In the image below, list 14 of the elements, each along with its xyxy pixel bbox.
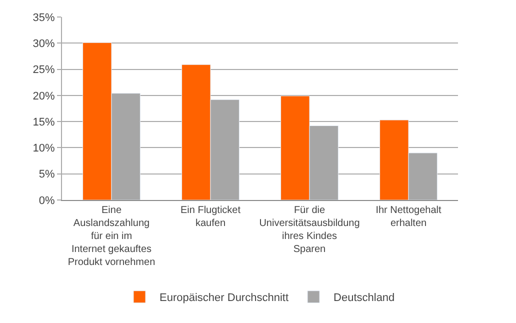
y-tick-label: 15% bbox=[32, 116, 56, 128]
y-tick-label: 20% bbox=[32, 90, 56, 102]
y-tick-label: 10% bbox=[32, 142, 56, 155]
x-tick-label: Ein Flugticket kaufen bbox=[180, 205, 241, 229]
y-tick-label: 30% bbox=[32, 38, 56, 50]
x-tick-label: Für die Universitätsausbildung ihres Kindes Sparen bbox=[259, 205, 360, 255]
y-tick-label: 35% bbox=[32, 12, 56, 24]
y-tick-label: 25% bbox=[32, 64, 56, 76]
x-tick-label: Ihr Nettogehalt erhalten bbox=[376, 205, 442, 229]
legend-label: Deutschland bbox=[334, 292, 395, 304]
x-tick-label: Eine Auslandszahlung für ein im Internet gekauftes Produkt vornehmen bbox=[68, 205, 156, 268]
legend-label: Europäischer Durchschnitt bbox=[160, 292, 289, 304]
y-tick-label: 5% bbox=[38, 168, 56, 181]
y-tick-label: 0% bbox=[38, 194, 56, 207]
